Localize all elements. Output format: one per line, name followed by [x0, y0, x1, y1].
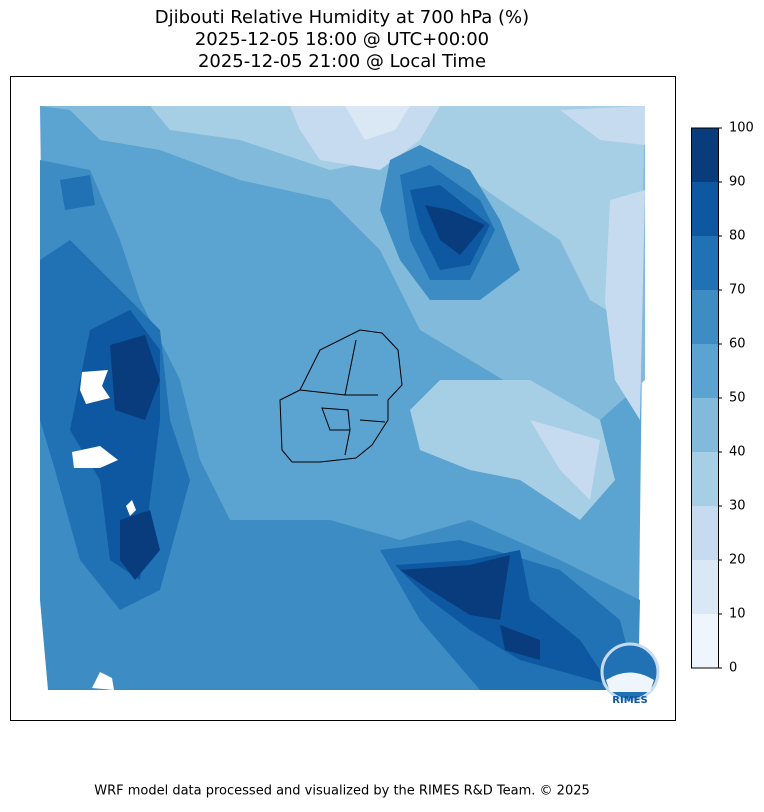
colorbar-band — [691, 344, 718, 398]
colorbar-tick-label: 20 — [729, 553, 746, 568]
colorbar-tick-label: 0 — [729, 661, 737, 676]
colorbar-tick-label: 90 — [729, 175, 746, 190]
colorbar-band — [691, 452, 718, 506]
colorbar-tick-label: 100 — [729, 121, 754, 136]
colorbar-tick-label: 40 — [729, 445, 746, 460]
colorbar-tick-label: 80 — [729, 229, 746, 244]
colorbar-tick-label: 10 — [729, 607, 746, 622]
title-line: 2025-12-05 21:00 @ Local Time — [198, 51, 486, 72]
colorbar-band — [691, 560, 718, 614]
colorbar-tick-label: 30 — [729, 499, 746, 514]
title-line: 2025-12-05 18:00 @ UTC+00:00 — [195, 29, 489, 50]
colorbar-band — [691, 182, 718, 236]
logo: RIMES — [600, 642, 660, 706]
footer: WRF model data processed and visualized … — [94, 784, 590, 799]
colorbar-band — [691, 128, 718, 182]
title-line: Djibouti Relative Humidity at 700 hPa (%… — [155, 7, 529, 28]
colorbar-tick-label: 70 — [729, 283, 746, 298]
logo-text: RIMES — [612, 695, 647, 706]
colorbar-band — [691, 614, 718, 668]
colorbar-band — [691, 236, 718, 290]
colorbar: 0 10 20 30 40 50 60 70 80 90 100 — [691, 121, 754, 676]
colorbar-band — [691, 290, 718, 344]
humidity-field — [40, 106, 645, 690]
colorbar-band — [691, 506, 718, 560]
colorbar-tick-label: 50 — [729, 391, 746, 406]
colorbar-band — [691, 398, 718, 452]
country-borders — [279, 329, 403, 463]
colorbar-tick-label: 60 — [729, 337, 746, 352]
